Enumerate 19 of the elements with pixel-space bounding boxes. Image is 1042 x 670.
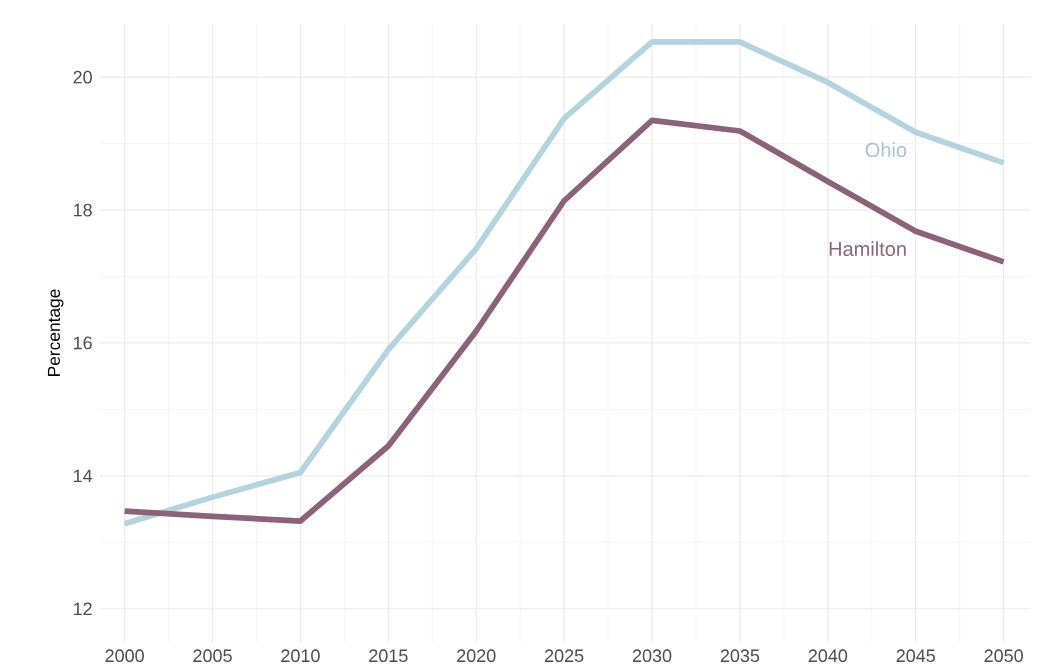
y-tick-label: 14 — [73, 469, 93, 483]
x-tick-label: 2040 — [808, 649, 848, 663]
x-tick-label: 2000 — [105, 649, 144, 663]
y-tick-label: 18 — [73, 203, 92, 217]
y-tick-label: 12 — [73, 602, 92, 616]
x-tick-label: 2020 — [457, 649, 496, 663]
x-tick-label: 2050 — [984, 649, 1023, 663]
y-tick-label: 16 — [73, 336, 92, 350]
y-tick-label: 20 — [73, 70, 92, 84]
x-tick-label: 2035 — [720, 649, 760, 663]
series-label: Hamilton — [829, 241, 906, 257]
x-tick-label: 2030 — [632, 649, 672, 663]
x-tick-label: 2005 — [193, 649, 232, 663]
x-tick-label: 2025 — [545, 649, 584, 663]
y-axis-title: Percentage — [47, 289, 64, 376]
x-tick-label: 2010 — [281, 649, 320, 663]
series-label: Ohio — [865, 142, 907, 158]
x-tick-label: 2045 — [896, 649, 935, 663]
x-tick-label: 2015 — [369, 649, 408, 663]
